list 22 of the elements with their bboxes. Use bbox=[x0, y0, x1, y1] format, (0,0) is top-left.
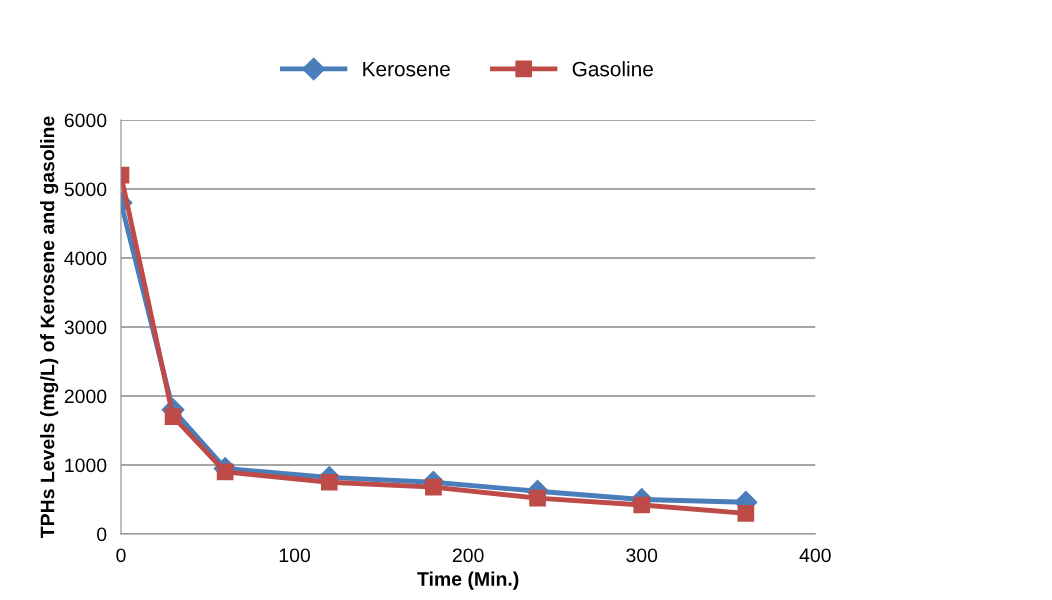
y-tick-label: 1000 bbox=[65, 458, 107, 473]
y-tick-label: 2000 bbox=[64, 389, 107, 404]
point bbox=[529, 489, 546, 507]
y-tick-label: 5000 bbox=[64, 182, 107, 197]
point bbox=[320, 473, 338, 491]
legend-label: Kerosene bbox=[363, 61, 450, 77]
x-tick-label: 200 bbox=[452, 548, 484, 563]
y-tick-label: 0 bbox=[97, 527, 107, 542]
legend-label: Gasoline bbox=[572, 61, 653, 77]
y-tick-label: 4000 bbox=[64, 251, 107, 266]
point bbox=[633, 496, 651, 514]
y-tick-label: 6000 bbox=[64, 113, 107, 128]
x-tick-label: 300 bbox=[626, 548, 658, 563]
point bbox=[737, 504, 755, 522]
x-tick-label: 0 bbox=[116, 548, 126, 563]
x-tick-label: 400 bbox=[799, 548, 831, 563]
y-tick-label: 3000 bbox=[64, 320, 107, 335]
x-tick-label: 100 bbox=[279, 548, 311, 563]
x-axis-title: Time (Min.) bbox=[417, 571, 519, 590]
y-axis-title: TPHs Levels (mg/L) of Kerosene and gasoline bbox=[40, 116, 59, 538]
point bbox=[164, 408, 182, 426]
point bbox=[425, 478, 442, 496]
